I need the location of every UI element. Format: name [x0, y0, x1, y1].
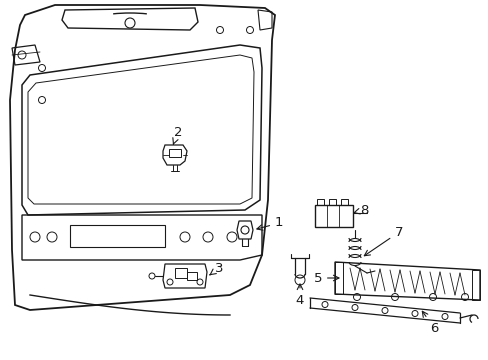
- Bar: [316, 199, 324, 205]
- Text: 6: 6: [422, 311, 437, 334]
- Bar: [169, 149, 181, 157]
- Bar: [70, 225, 164, 247]
- Bar: [314, 205, 352, 227]
- Bar: [328, 199, 335, 205]
- Bar: [334, 262, 342, 294]
- Text: 7: 7: [364, 225, 403, 256]
- Bar: [340, 199, 347, 205]
- Text: 4: 4: [295, 284, 304, 306]
- Text: 1: 1: [256, 216, 283, 230]
- Bar: [186, 272, 197, 280]
- Text: 2: 2: [172, 126, 182, 144]
- Bar: [175, 268, 186, 278]
- Text: 5: 5: [313, 271, 338, 284]
- Text: 8: 8: [353, 203, 367, 216]
- Bar: [471, 270, 479, 300]
- Text: 3: 3: [209, 261, 223, 275]
